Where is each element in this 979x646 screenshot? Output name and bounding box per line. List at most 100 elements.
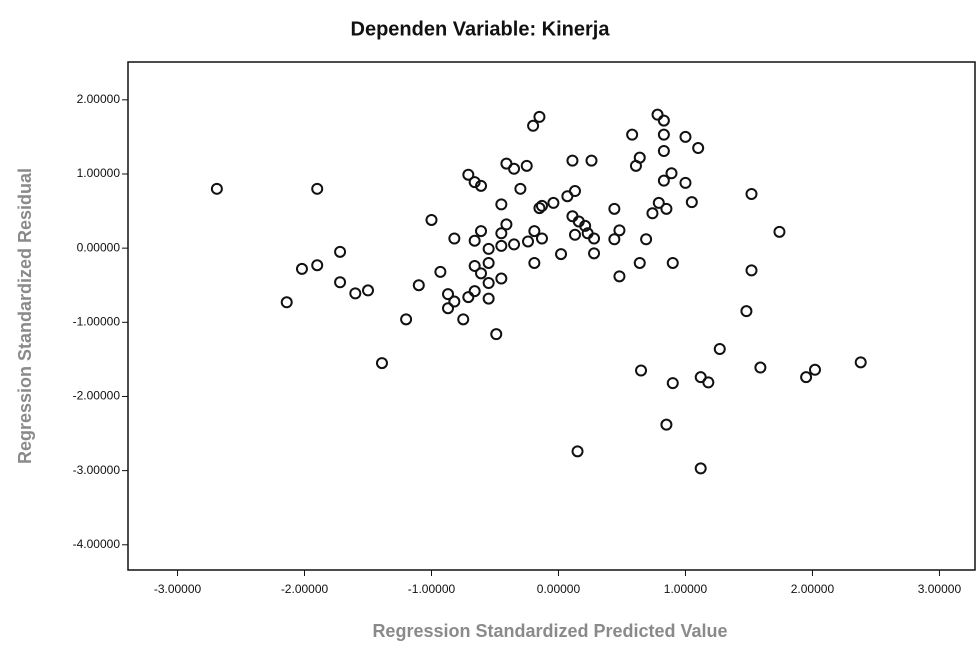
x-tick-label: 1.00000 (664, 582, 708, 596)
y-tick-label: -4.00000 (73, 537, 121, 551)
point (555, 248, 568, 261)
point (533, 110, 546, 123)
y-tick-label: 0.00000 (77, 240, 121, 254)
point (657, 174, 670, 187)
point (613, 224, 626, 237)
point (665, 167, 678, 180)
point (660, 202, 673, 215)
point (522, 235, 535, 248)
point (533, 202, 546, 215)
point (425, 213, 438, 226)
point (528, 256, 541, 269)
point (808, 363, 821, 376)
point (773, 225, 786, 238)
point (462, 168, 475, 181)
x-tick-label: -1.00000 (408, 582, 456, 596)
point (495, 227, 508, 240)
point (468, 259, 481, 272)
point (495, 198, 508, 211)
point (646, 207, 659, 220)
point (633, 151, 646, 164)
point (800, 371, 813, 384)
point (679, 130, 692, 143)
point (442, 302, 455, 315)
y-tick-label: -1.00000 (73, 314, 121, 328)
point (490, 328, 503, 341)
chart-title: Dependen Variable: Kinerja (351, 18, 611, 40)
point (475, 225, 488, 238)
point (482, 256, 495, 269)
plot-frame (127, 61, 976, 571)
point (635, 364, 648, 377)
point (745, 188, 758, 201)
point (528, 225, 541, 238)
point (657, 128, 670, 141)
point (311, 182, 324, 195)
point (633, 256, 646, 269)
point (514, 182, 527, 195)
x-tick-label: 3.00000 (918, 582, 962, 596)
point (527, 119, 540, 132)
point (692, 142, 705, 155)
y-tick-label: -2.00000 (73, 389, 121, 403)
point (702, 376, 715, 389)
point (657, 144, 670, 157)
point (713, 343, 726, 356)
point (679, 176, 692, 189)
point (349, 287, 362, 300)
point (740, 305, 753, 318)
y-tick-label: 1.00000 (77, 166, 121, 180)
point (685, 196, 698, 209)
point (535, 199, 548, 212)
x-tick-label: 2.00000 (791, 582, 835, 596)
point (588, 232, 601, 245)
point (547, 196, 560, 209)
point (613, 270, 626, 283)
point (468, 285, 481, 298)
point (482, 276, 495, 289)
point (579, 219, 592, 232)
point (495, 272, 508, 285)
point (651, 108, 664, 121)
point (448, 295, 461, 308)
point (652, 196, 665, 209)
point (475, 179, 488, 192)
point (520, 159, 533, 172)
point (566, 154, 579, 167)
point (626, 128, 639, 141)
point (375, 357, 388, 370)
point (745, 264, 758, 277)
point (500, 218, 513, 231)
point (568, 185, 581, 198)
x-tick-label: -2.00000 (281, 582, 329, 596)
point (608, 233, 621, 246)
point (588, 247, 601, 260)
point (295, 262, 308, 275)
point (657, 114, 670, 127)
point (508, 162, 521, 175)
point (508, 238, 521, 251)
point (660, 418, 673, 431)
point (482, 292, 495, 305)
point (495, 239, 508, 252)
point (568, 228, 581, 241)
point (468, 176, 481, 189)
point (666, 377, 679, 390)
point (400, 313, 413, 326)
point (535, 232, 548, 245)
point (854, 356, 867, 369)
point (571, 445, 584, 458)
point (475, 267, 488, 280)
y-tick-label: 2.00000 (77, 92, 121, 106)
point (448, 232, 461, 245)
point (412, 279, 425, 292)
point (434, 265, 447, 278)
y-tick-label: -3.00000 (73, 463, 121, 477)
x-tick-label: 0.00000 (537, 582, 581, 596)
point (210, 182, 223, 195)
point (585, 154, 598, 167)
x-tick-label: -3.00000 (154, 582, 202, 596)
point (442, 288, 455, 301)
